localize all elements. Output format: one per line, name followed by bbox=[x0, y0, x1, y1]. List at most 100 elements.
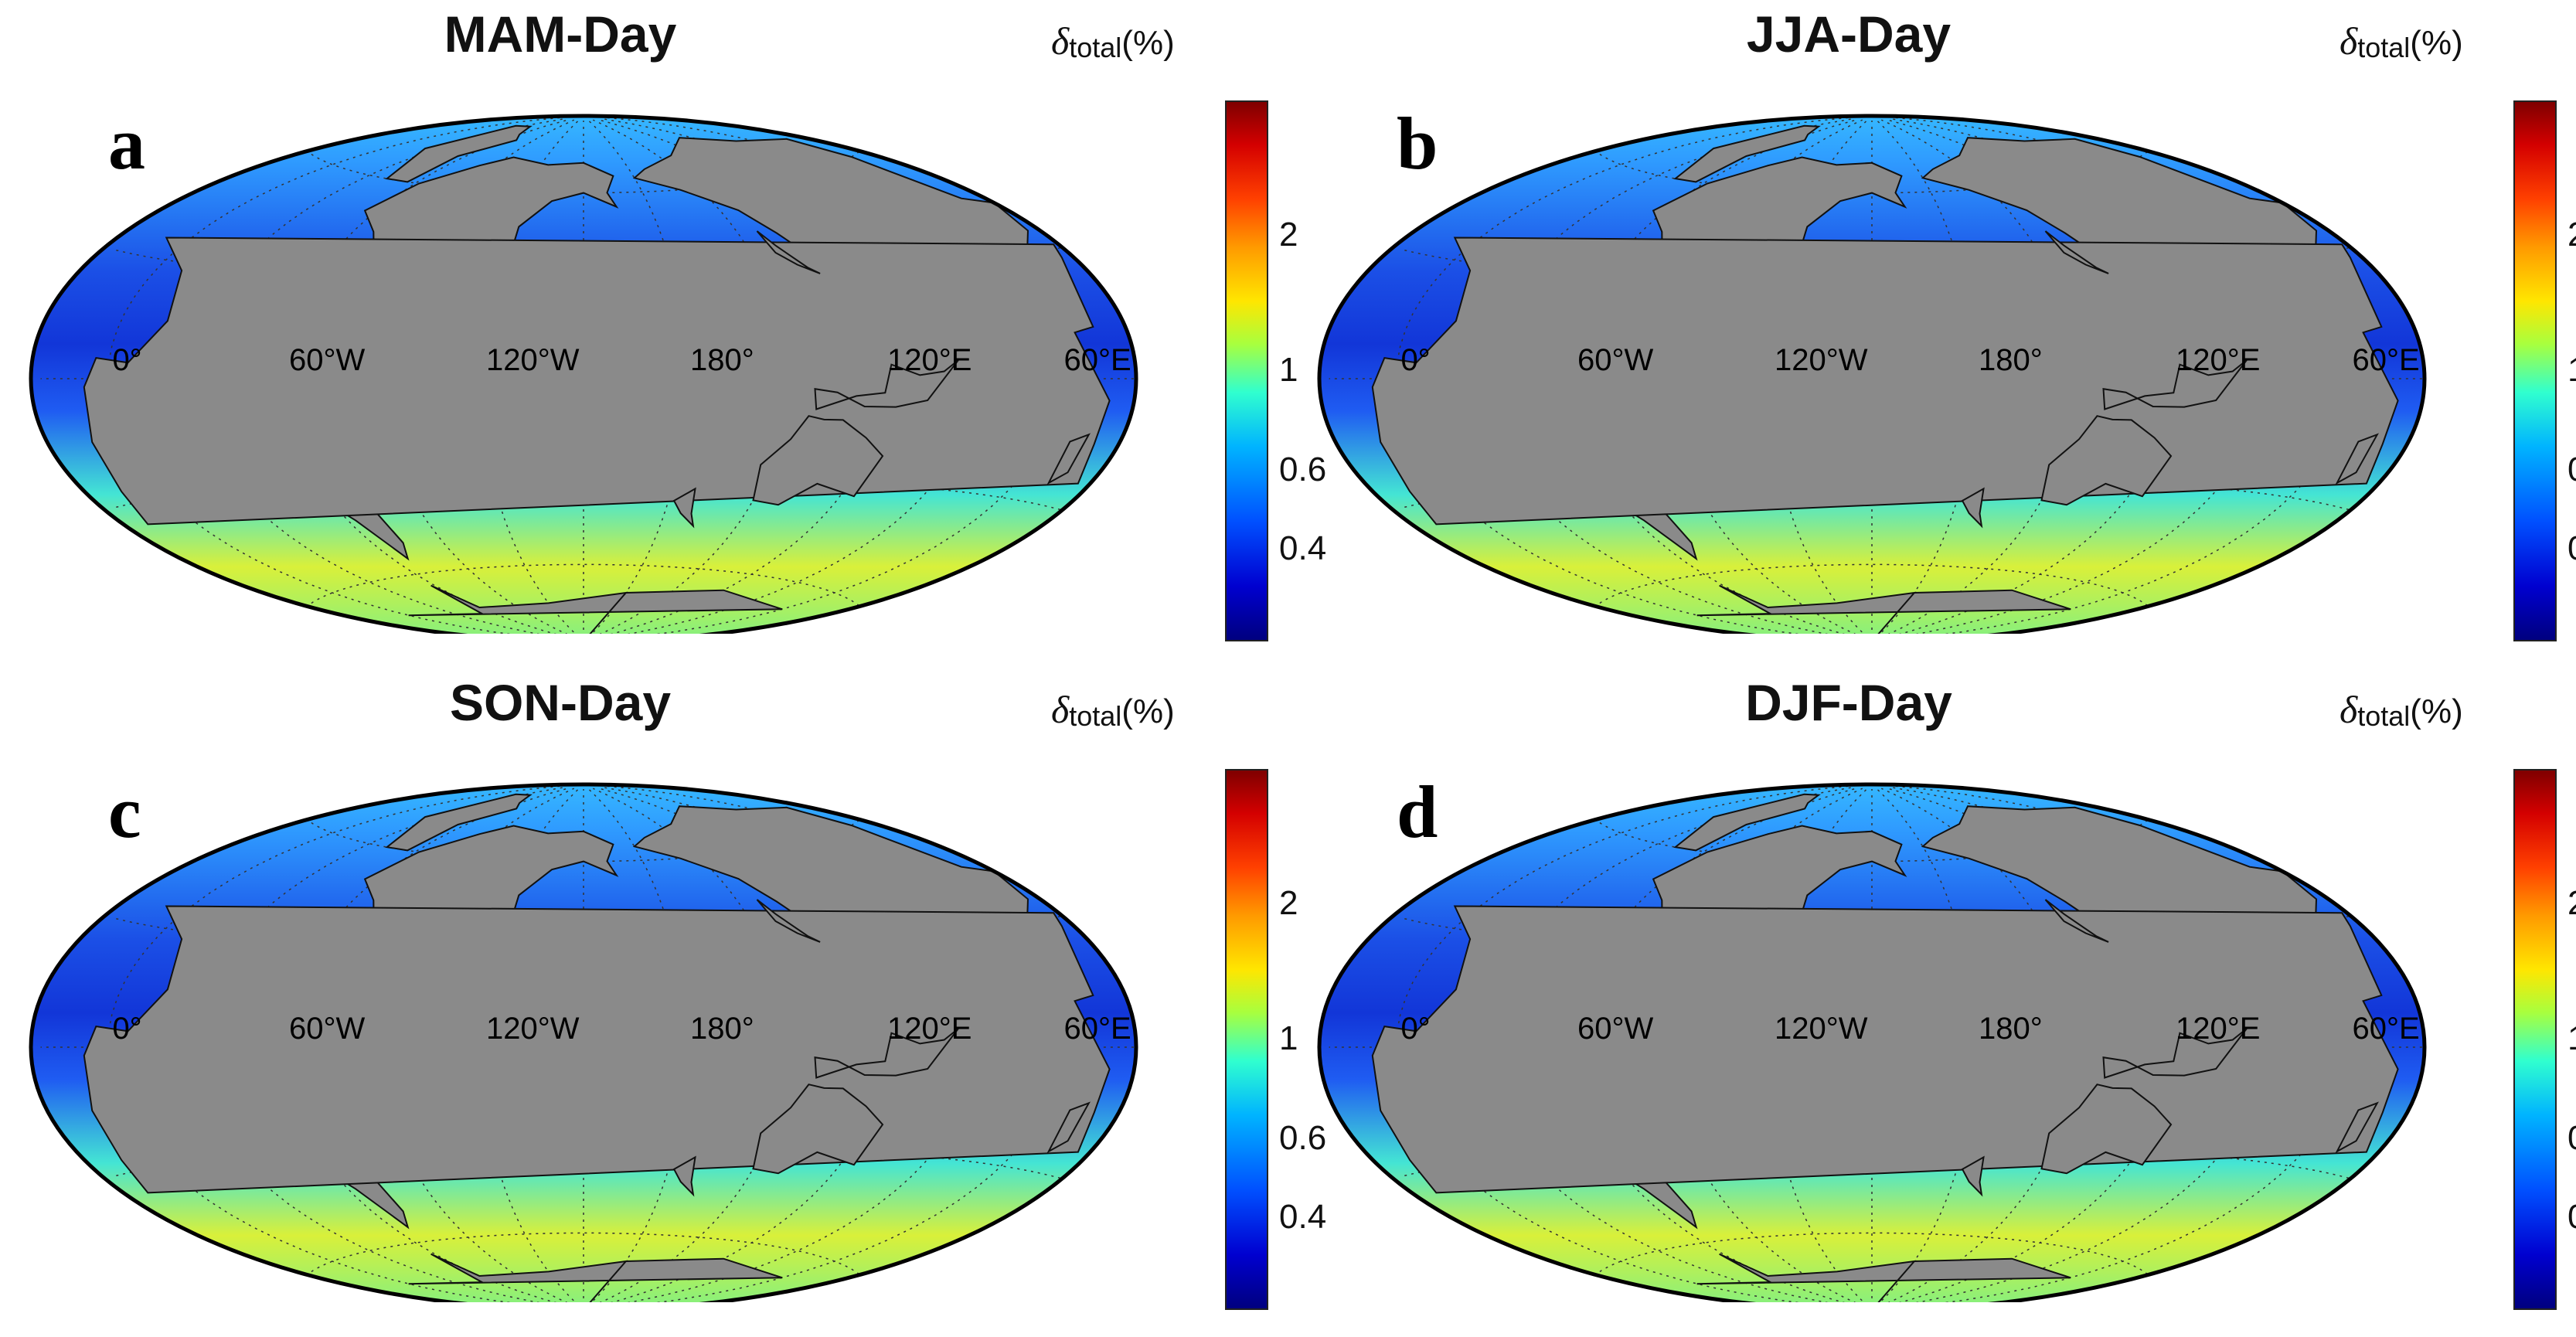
colorbar-tick: 0.6 bbox=[2567, 1119, 2576, 1158]
colorbar-tick: 2 bbox=[2567, 884, 2576, 923]
colorbar-subscript: total bbox=[2357, 700, 2411, 733]
land-australia bbox=[2040, 1084, 2173, 1175]
map-plot bbox=[29, 782, 1138, 1302]
panel-letter: b bbox=[1397, 102, 1438, 185]
colorbar-title: δtotal(%) bbox=[1051, 687, 1175, 733]
panel-letter: a bbox=[108, 102, 145, 185]
longitude-label: 60°E bbox=[2352, 1012, 2420, 1046]
colorbar-tick: 0.4 bbox=[1279, 1198, 1327, 1237]
land-new-zealand bbox=[672, 487, 696, 529]
land-new-zealand bbox=[1961, 487, 1985, 529]
longitude-label: 120°E bbox=[886, 343, 972, 377]
land-greenland bbox=[1673, 793, 1821, 852]
longitude-label: 120°W bbox=[486, 1012, 580, 1046]
land-australia bbox=[752, 415, 884, 506]
colorbar-subscript: total bbox=[1069, 32, 1122, 64]
land-africa bbox=[1371, 236, 2399, 526]
colorbar-tick: 0.4 bbox=[2567, 1198, 2576, 1237]
land-madagascar bbox=[2335, 1101, 2379, 1154]
colorbar-title: δtotal(%) bbox=[1051, 19, 1175, 64]
land-new-zealand bbox=[672, 1155, 696, 1197]
longitude-label: 120°E bbox=[2175, 1012, 2261, 1046]
colorbar-subscript: total bbox=[1069, 700, 1122, 733]
land-africa bbox=[83, 905, 1111, 1194]
land-indonesia bbox=[814, 359, 959, 410]
land-indonesia bbox=[2102, 1028, 2248, 1079]
longitude-label: 60°E bbox=[1063, 343, 1131, 377]
longitude-label: 0° bbox=[112, 343, 142, 377]
colorbar-tick: 0.4 bbox=[1279, 529, 1327, 568]
longitude-label: 60°E bbox=[2352, 343, 2420, 377]
longitude-label: 120°W bbox=[1775, 343, 1868, 377]
land-greenland bbox=[1673, 124, 1821, 183]
longitude-label: 120°E bbox=[2175, 343, 2261, 377]
land-greenland bbox=[385, 124, 533, 183]
colorbar-title: δtotal(%) bbox=[2339, 687, 2463, 733]
land-japan bbox=[756, 899, 821, 943]
colorbar-symbol: δ bbox=[1051, 19, 1070, 63]
land-new-zealand bbox=[1961, 1155, 1985, 1197]
colorbar bbox=[2513, 769, 2557, 1310]
colorbar-tick: 0.6 bbox=[1279, 1118, 1327, 1157]
map-outline bbox=[29, 782, 1138, 1302]
land-madagascar bbox=[1046, 1101, 1091, 1154]
panel-c: SON-Day c 60°E 120°E 180° 120°W 60°W 0° δtotal… bbox=[0, 668, 1326, 1337]
panel-letter: c bbox=[108, 771, 141, 853]
colorbar-tick: 0.4 bbox=[2567, 529, 2576, 568]
map-plot bbox=[1317, 114, 2427, 634]
panel-title: JJA-Day bbox=[1746, 5, 1952, 63]
colorbar-tick: 1 bbox=[2567, 351, 2576, 390]
colorbar-symbol: δ bbox=[2339, 19, 2358, 63]
longitude-label: 180° bbox=[1978, 343, 2043, 377]
colorbar-tick: 1 bbox=[1279, 351, 1298, 389]
map-outline bbox=[1317, 114, 2427, 634]
land-japan bbox=[2044, 230, 2109, 274]
colorbar-tick: 2 bbox=[2567, 216, 2576, 254]
colorbar-unit: (%) bbox=[1121, 24, 1175, 62]
colorbar-subscript: total bbox=[2357, 32, 2411, 64]
colorbar bbox=[1225, 769, 1268, 1310]
longitude-label: 0° bbox=[1400, 343, 1431, 377]
panel-b: JJA-Day b 60°E 120°E 180° 120°W 60°W 0° δtotal… bbox=[1288, 0, 2576, 668]
colorbar-symbol: δ bbox=[2339, 688, 2358, 731]
longitude-label: 120°E bbox=[886, 1012, 972, 1046]
longitude-label: 180° bbox=[689, 343, 754, 377]
longitude-label: 180° bbox=[1978, 1012, 2043, 1046]
land-madagascar bbox=[1046, 433, 1091, 485]
land-antarctica bbox=[1696, 1253, 2071, 1302]
panel-d: DJF-Day d 60°E 120°E 180° 120°W 60°W 0° δtotal… bbox=[1288, 668, 2576, 1337]
panel-a: MAM-Day a 60°E 120°E 180° 120°W 60°W 0° δtotal… bbox=[0, 0, 1326, 668]
map-plot bbox=[29, 114, 1138, 634]
land-antarctica bbox=[1696, 584, 2071, 634]
colorbar-title: δtotal(%) bbox=[2339, 19, 2463, 64]
longitude-label: 0° bbox=[1400, 1012, 1431, 1046]
panel-title: MAM-Day bbox=[444, 5, 677, 63]
colorbar-tick: 0.6 bbox=[1279, 450, 1327, 488]
map-outline bbox=[29, 114, 1138, 634]
longitude-label: 60°W bbox=[289, 1012, 366, 1046]
map-outline bbox=[1317, 782, 2427, 1302]
longitude-label: 120°W bbox=[486, 343, 580, 377]
land-africa bbox=[1371, 905, 2399, 1194]
colorbar-unit: (%) bbox=[1121, 692, 1175, 730]
colorbar-tick: 0.6 bbox=[2567, 451, 2576, 489]
longitude-label: 60°E bbox=[1063, 1012, 1131, 1046]
longitude-label: 0° bbox=[112, 1012, 142, 1046]
land-indonesia bbox=[2102, 359, 2248, 410]
longitude-label: 60°W bbox=[1577, 1012, 1654, 1046]
colorbar-unit: (%) bbox=[2410, 692, 2463, 730]
land-australia bbox=[2040, 415, 2173, 506]
land-madagascar bbox=[2335, 433, 2379, 485]
colorbar-tick: 1 bbox=[2567, 1019, 2576, 1058]
panel-title: SON-Day bbox=[449, 674, 672, 731]
panel-letter: d bbox=[1397, 771, 1438, 853]
land-australia bbox=[752, 1084, 884, 1175]
land-greenland bbox=[385, 793, 533, 852]
land-japan bbox=[2044, 899, 2109, 943]
colorbar-tick: 2 bbox=[1279, 216, 1298, 253]
colorbar-unit: (%) bbox=[2410, 24, 2463, 62]
longitude-label: 60°W bbox=[1577, 343, 1654, 377]
longitude-label: 180° bbox=[689, 1012, 754, 1046]
colorbar-tick: 2 bbox=[1279, 884, 1298, 922]
longitude-label: 120°W bbox=[1775, 1012, 1868, 1046]
